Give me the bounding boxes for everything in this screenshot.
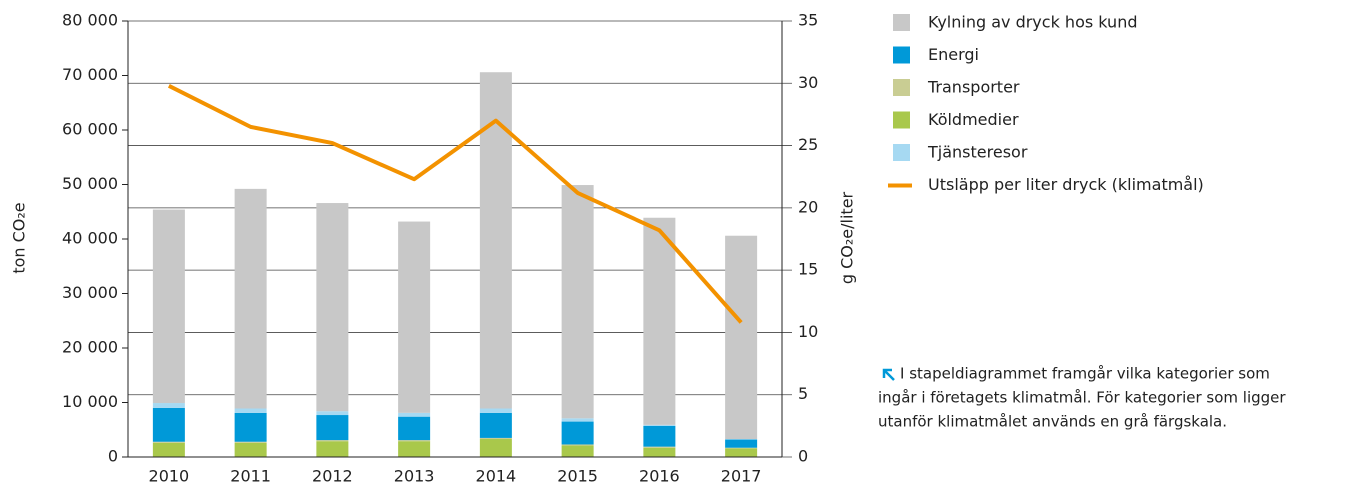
y2-axis-label: g CO₂e/liter [838, 191, 857, 284]
bar-segment [398, 412, 431, 417]
bar-segment [725, 439, 758, 440]
y-axis-label: ton CO₂e [10, 202, 29, 273]
legend-label: Utsläpp per liter dryck (klimatmål) [928, 175, 1204, 194]
legend-swatch [893, 144, 910, 161]
x-tick-label: 2010 [149, 467, 190, 486]
bar-segment [234, 441, 267, 443]
bar-segment [152, 407, 185, 442]
y-tick-label: 80 000 [62, 11, 118, 30]
bar-segment [725, 448, 758, 457]
x-tick-label: 2014 [476, 467, 517, 486]
legend-swatch [893, 111, 910, 129]
bar-segment [398, 441, 431, 457]
legend-label: Transporter [927, 78, 1020, 97]
bar-segment [479, 437, 512, 440]
bar-segment [234, 408, 267, 413]
legend-label: Energi [928, 45, 979, 64]
y-tick-label: 20 000 [62, 338, 118, 357]
legend-swatch [893, 46, 910, 64]
bar-segment [561, 418, 594, 422]
bar-segment [316, 203, 349, 412]
bar-segment [316, 415, 349, 441]
bar-segment [316, 441, 349, 457]
bar-segment [479, 439, 512, 457]
bar-segment [643, 447, 676, 457]
y-tick-label: 70 000 [62, 65, 118, 84]
y2-tick-label: 35 [798, 11, 818, 30]
bar-segment [398, 221, 431, 413]
legend-swatch [893, 14, 910, 31]
annotation: ingår i företagets klimatmål. För katego… [878, 389, 1286, 407]
bar-segment [643, 424, 676, 426]
legend-label: Kylning av dryck hos kund [928, 13, 1137, 32]
bar-segment [234, 188, 267, 409]
bar-segment [643, 217, 676, 425]
bar-segment [479, 408, 512, 413]
y-tick-label: 0 [108, 447, 118, 466]
x-tick-label: 2013 [394, 467, 435, 486]
y2-tick-label: 0 [798, 447, 808, 466]
x-tick-label: 2016 [639, 467, 680, 486]
x-tick-label: 2012 [312, 467, 353, 486]
bar-segment [316, 411, 349, 416]
annotation: I stapeldiagrammet framgår vilka kategor… [900, 365, 1270, 383]
bar-segment [398, 440, 431, 442]
line-series [167, 83, 743, 324]
y-tick-label: 60 000 [62, 120, 118, 139]
legend-label: Köldmedier [928, 110, 1019, 129]
bar-segment [234, 412, 267, 442]
bar-segment [561, 421, 594, 445]
bar-segment [725, 235, 758, 440]
bar-segment [561, 185, 594, 419]
bar-segment [643, 425, 676, 447]
bar-segment [643, 446, 676, 448]
y2-tick-label: 15 [798, 260, 818, 279]
y-tick-label: 10 000 [62, 392, 118, 411]
x-tick-label: 2017 [721, 467, 762, 486]
x-tick-label: 2011 [230, 467, 271, 486]
y2-tick-label: 10 [798, 322, 818, 341]
y2-tick-label: 25 [798, 135, 818, 154]
bar-segment [234, 442, 267, 457]
y-tick-label: 50 000 [62, 174, 118, 193]
y2-tick-label: 30 [798, 73, 818, 92]
legend-label: Tjänsteresor [927, 143, 1028, 162]
arrow-icon [882, 368, 895, 381]
y-tick-label: 30 000 [62, 283, 118, 302]
bar-segment [152, 441, 185, 443]
x-tick-label: 2015 [557, 467, 598, 486]
bar-segment [561, 445, 594, 457]
bar-segment [725, 439, 758, 448]
bar-segment [316, 440, 349, 442]
bar-segment [152, 209, 185, 404]
bar-segment [561, 444, 594, 446]
bar-segment [725, 447, 758, 449]
y2-tick-label: 20 [798, 197, 818, 216]
annotation: utanför klimatmålet används en grå färgs… [878, 413, 1227, 431]
bar-segment [152, 403, 185, 408]
bar-segment [152, 442, 185, 457]
bar-segment [398, 416, 431, 441]
y-tick-label: 40 000 [62, 229, 118, 248]
legend-swatch [893, 79, 910, 96]
bar-segment [479, 412, 512, 438]
y2-tick-label: 5 [798, 384, 808, 403]
